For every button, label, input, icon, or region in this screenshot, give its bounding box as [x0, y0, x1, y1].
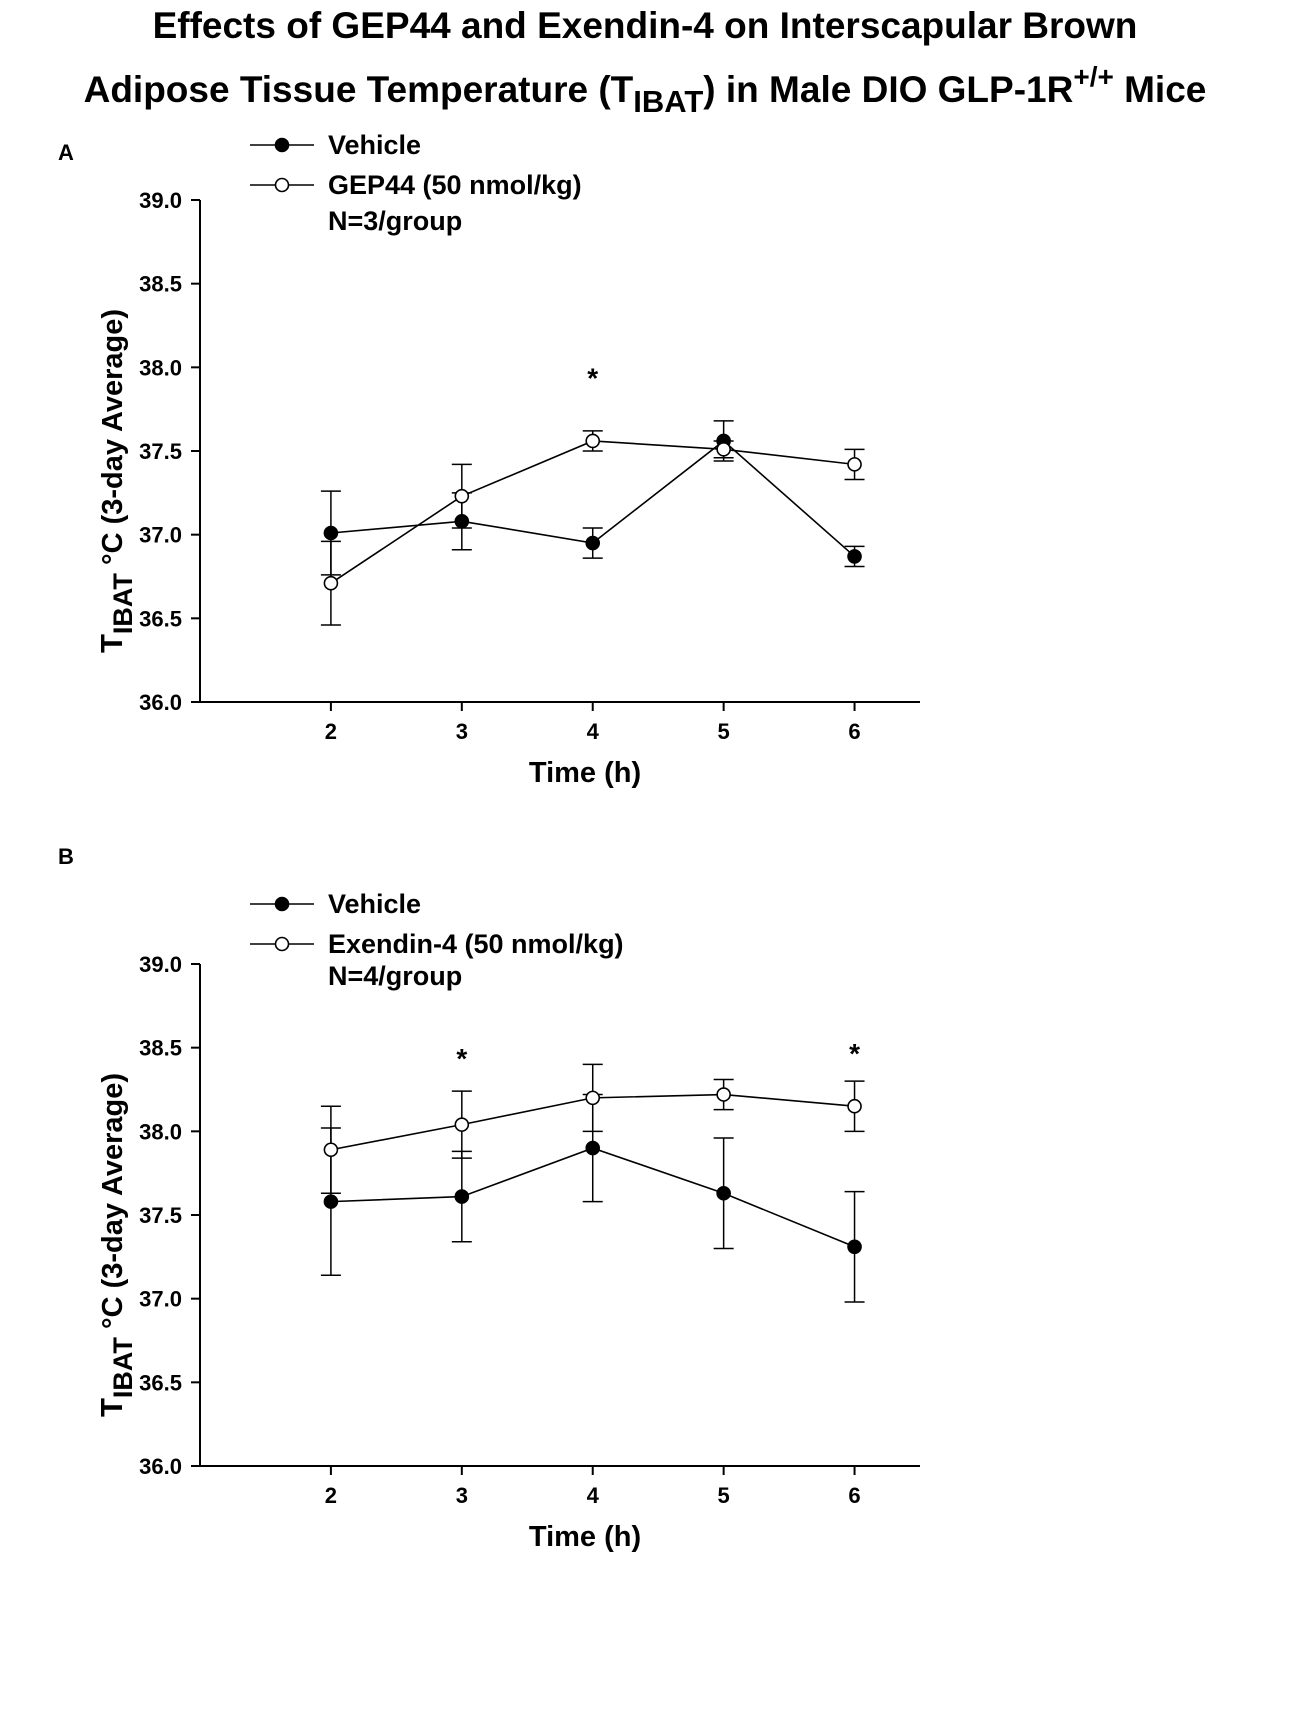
y-tick-label: 37.5: [139, 1203, 182, 1228]
legend-marker-treatment: [274, 936, 290, 952]
y-tick-label: 38.0: [139, 1119, 182, 1144]
significance-marker: *: [849, 1038, 860, 1069]
series-treatment-point: [585, 433, 601, 449]
legend-label-treatment: Exendin-4 (50 nmol/kg): [328, 929, 624, 959]
y-axis-label-main: T: [94, 634, 129, 653]
series-vehicle-point: [454, 1189, 470, 1204]
y-axis-label: TIBAT °C (3-day Average): [94, 309, 138, 653]
series-treatment-point: [323, 1142, 339, 1158]
series-treatment-point: [716, 1087, 731, 1102]
figure-title-line-1: Effects of GEP44 and Exendin-4 on Inters…: [153, 5, 1138, 46]
figure-title-line-2: Adipose Tissue Temperature (TIBAT) in Ma…: [84, 61, 1207, 119]
group-size-note: N=4/group: [328, 961, 462, 991]
x-axis-label: Time (h): [529, 757, 641, 789]
series-treatment-point: [585, 1090, 601, 1106]
y-tick-label: 39.0: [139, 952, 182, 977]
y-tick-label: 38.5: [139, 272, 182, 297]
x-tick-label: 6: [848, 1483, 860, 1508]
series-treatment-point: [847, 457, 862, 472]
legend-marker-treatment: [274, 177, 290, 193]
series-vehicle-point: [716, 1185, 731, 1201]
series-vehicle-point: [847, 549, 862, 564]
title-prefix: Adipose Tissue Temperature (T: [84, 69, 634, 110]
title-suffix: Mice: [1114, 69, 1207, 110]
y-tick-label: 36.0: [139, 1454, 182, 1479]
y-tick-label: 37.0: [139, 523, 182, 548]
series-treatment-point: [847, 1098, 862, 1114]
series-treatment-line: [330, 440, 855, 584]
significance-marker: *: [587, 363, 598, 394]
y-axis-label-subscript: IBAT: [108, 1337, 138, 1398]
x-tick-label: 3: [456, 719, 468, 744]
x-tick-label: 4: [587, 1483, 600, 1508]
x-tick-label: 5: [718, 719, 730, 744]
x-axis-label: Time (h): [529, 1521, 641, 1553]
y-tick-label: 38.0: [139, 355, 182, 380]
x-tick-label: 5: [718, 1483, 730, 1508]
y-axis-label: TIBAT °C (3-day Average): [94, 1073, 138, 1417]
panel-b-chart: B 36.0 36.5 37.0 37.5 38.0 38.5 39.0 2 3 4 5 6 Time (…: [58, 844, 920, 1553]
series-vehicle-point: [585, 1140, 601, 1156]
panel-a-chart: A 36.0 36.5 37.0 37.5 38.0 38.5 39.0 2 3 4 5 6 Time (…: [58, 130, 920, 789]
legend-marker-vehicle: [274, 137, 290, 153]
significance-marker: *: [456, 1043, 467, 1074]
series-treatment-point: [323, 575, 339, 591]
panel-label: B: [58, 844, 74, 869]
y-axis-label-rest: °C (3-day Average): [97, 309, 129, 573]
y-axis-label-main: T: [94, 1398, 129, 1417]
panel-label: A: [58, 140, 74, 165]
x-tick-label: 4: [587, 719, 600, 744]
series-treatment-point: [716, 442, 731, 457]
series-vehicle-point: [454, 513, 470, 529]
y-axis-label-rest: °C (3-day Average): [97, 1073, 129, 1337]
series-vehicle-point: [847, 1239, 862, 1255]
group-size-note: N=3/group: [328, 206, 462, 236]
title-subscript: IBAT: [633, 84, 703, 119]
series-treatment-point: [454, 1117, 470, 1132]
y-tick-label: 37.5: [139, 439, 182, 464]
y-tick-label: 38.5: [139, 1036, 182, 1061]
legend-label-vehicle: Vehicle: [328, 889, 421, 919]
x-tick-label: 6: [848, 719, 860, 744]
y-tick-label: 36.5: [139, 606, 182, 631]
series-vehicle-point: [323, 525, 339, 541]
y-tick-label: 36.0: [139, 690, 182, 715]
y-tick-label: 36.5: [139, 1370, 182, 1395]
title-superscript: +/+: [1073, 61, 1113, 92]
y-tick-label: 37.0: [139, 1287, 182, 1312]
y-tick-label: 39.0: [139, 188, 182, 213]
series-treatment-point: [454, 488, 470, 504]
x-tick-label: 2: [325, 1483, 337, 1508]
series-vehicle-point: [585, 535, 601, 551]
y-axis-label-subscript: IBAT: [108, 573, 138, 634]
legend-label-vehicle: Vehicle: [328, 130, 421, 160]
legend-marker-vehicle: [274, 896, 290, 912]
legend-label-treatment: GEP44 (50 nmol/kg): [328, 170, 582, 200]
series-vehicle-point: [323, 1194, 339, 1209]
title-mid: ) in Male DIO GLP-1R: [703, 69, 1073, 110]
x-tick-label: 3: [456, 1483, 468, 1508]
x-tick-label: 2: [325, 719, 337, 744]
